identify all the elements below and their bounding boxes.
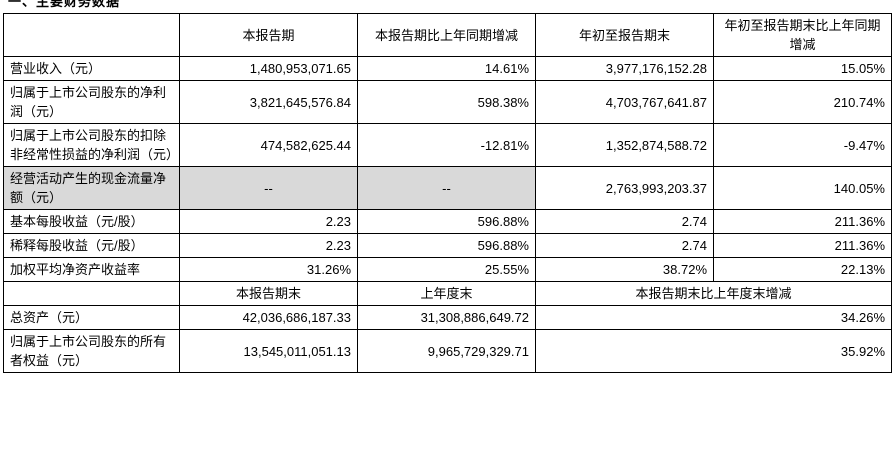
value-cell: -12.81% bbox=[357, 123, 536, 167]
table-row-total-assets: 总资产（元） 42,036,686,187.33 31,308,886,649.… bbox=[3, 305, 892, 330]
row-label: 总资产（元） bbox=[3, 305, 180, 330]
na-cell: -- bbox=[179, 166, 358, 210]
table-row-owners-equity: 归属于上市公司股东的所有者权益（元） 13,545,011,051.13 9,9… bbox=[3, 329, 892, 373]
row-label: 加权平均净资产收益率 bbox=[3, 257, 180, 282]
value-cell: -9.47% bbox=[713, 123, 892, 167]
na-cell: -- bbox=[357, 166, 536, 210]
value-cell: 598.38% bbox=[357, 80, 536, 124]
section-title-fragment: 一、主要财务数据 bbox=[8, 0, 894, 8]
table-row-net-profit: 归属于上市公司股东的净利润（元） 3,821,645,576.84 598.38… bbox=[3, 80, 892, 124]
value-cell: 38.72% bbox=[535, 257, 714, 282]
row-label: 经营活动产生的现金流量净额（元） bbox=[3, 166, 180, 210]
financial-summary-table: 本报告期 本报告期比上年同期增减 年初至报告期末 年初至报告期末比上年同期增减 … bbox=[3, 13, 892, 373]
table-row-revenue: 营业收入（元） 1,480,953,071.65 14.61% 3,977,17… bbox=[3, 56, 892, 81]
header-current-period: 本报告期 bbox=[179, 13, 358, 57]
table-row-diluted-eps: 稀释每股收益（元/股） 2.23 596.88% 2.74 211.36% bbox=[3, 233, 892, 258]
header-period-yoy-change: 本报告期比上年同期增减 bbox=[357, 13, 536, 57]
value-cell: 13,545,011,051.13 bbox=[179, 329, 358, 373]
value-cell: 2.23 bbox=[179, 233, 358, 258]
value-cell: 2,763,993,203.37 bbox=[535, 166, 714, 210]
value-cell: 3,977,176,152.28 bbox=[535, 56, 714, 81]
value-cell: 35.92% bbox=[535, 329, 892, 373]
value-cell: 14.61% bbox=[357, 56, 536, 81]
value-cell: 1,480,953,071.65 bbox=[179, 56, 358, 81]
value-cell: 34.26% bbox=[535, 305, 892, 330]
table-row-net-profit-excl-nonrecurring: 归属于上市公司股东的扣除非经常性损益的净利润（元） 474,582,625.44… bbox=[3, 123, 892, 167]
row-label: 营业收入（元） bbox=[3, 56, 180, 81]
value-cell: 22.13% bbox=[713, 257, 892, 282]
value-cell: 9,965,729,329.71 bbox=[357, 329, 536, 373]
row-label: 稀释每股收益（元/股） bbox=[3, 233, 180, 258]
value-cell: 25.55% bbox=[357, 257, 536, 282]
value-cell: 31.26% bbox=[179, 257, 358, 282]
table-row-basic-eps: 基本每股收益（元/股） 2.23 596.88% 2.74 211.36% bbox=[3, 209, 892, 234]
value-cell: 1,352,874,588.72 bbox=[535, 123, 714, 167]
table-row-weighted-avg-roe: 加权平均净资产收益率 31.26% 25.55% 38.72% 22.13% bbox=[3, 257, 892, 282]
header-empty-cell bbox=[3, 13, 180, 57]
table-row-operating-cash-flow: 经营活动产生的现金流量净额（元） -- -- 2,763,993,203.37 … bbox=[3, 166, 892, 210]
row-label: 归属于上市公司股东的所有者权益（元） bbox=[3, 329, 180, 373]
value-cell: 2.74 bbox=[535, 233, 714, 258]
value-cell: 2.23 bbox=[179, 209, 358, 234]
header-prior-year-end: 上年度末 bbox=[357, 281, 536, 306]
table-header-row-period: 本报告期 本报告期比上年同期增减 年初至报告期末 年初至报告期末比上年同期增减 bbox=[3, 13, 892, 57]
table-header-row-period-end: 本报告期末 上年度末 本报告期末比上年度末增减 bbox=[3, 281, 892, 306]
row-label: 归属于上市公司股东的净利润（元） bbox=[3, 80, 180, 124]
value-cell: 3,821,645,576.84 bbox=[179, 80, 358, 124]
header-empty-cell bbox=[3, 281, 180, 306]
value-cell: 42,036,686,187.33 bbox=[179, 305, 358, 330]
value-cell: 15.05% bbox=[713, 56, 892, 81]
value-cell: 210.74% bbox=[713, 80, 892, 124]
header-period-end: 本报告期末 bbox=[179, 281, 358, 306]
row-label: 基本每股收益（元/股） bbox=[3, 209, 180, 234]
value-cell: 474,582,625.44 bbox=[179, 123, 358, 167]
value-cell: 211.36% bbox=[713, 209, 892, 234]
header-ytd-yoy-change: 年初至报告期末比上年同期增减 bbox=[713, 13, 892, 57]
value-cell: 596.88% bbox=[357, 233, 536, 258]
value-cell: 211.36% bbox=[713, 233, 892, 258]
value-cell: 4,703,767,641.87 bbox=[535, 80, 714, 124]
header-period-end-change: 本报告期末比上年度末增减 bbox=[535, 281, 892, 306]
row-label: 归属于上市公司股东的扣除非经常性损益的净利润（元） bbox=[3, 123, 180, 167]
value-cell: 31,308,886,649.72 bbox=[357, 305, 536, 330]
header-ytd: 年初至报告期末 bbox=[535, 13, 714, 57]
section-title-text: 一、主要财务数据 bbox=[8, 0, 121, 8]
value-cell: 2.74 bbox=[535, 209, 714, 234]
value-cell: 140.05% bbox=[713, 166, 892, 210]
value-cell: 596.88% bbox=[357, 209, 536, 234]
